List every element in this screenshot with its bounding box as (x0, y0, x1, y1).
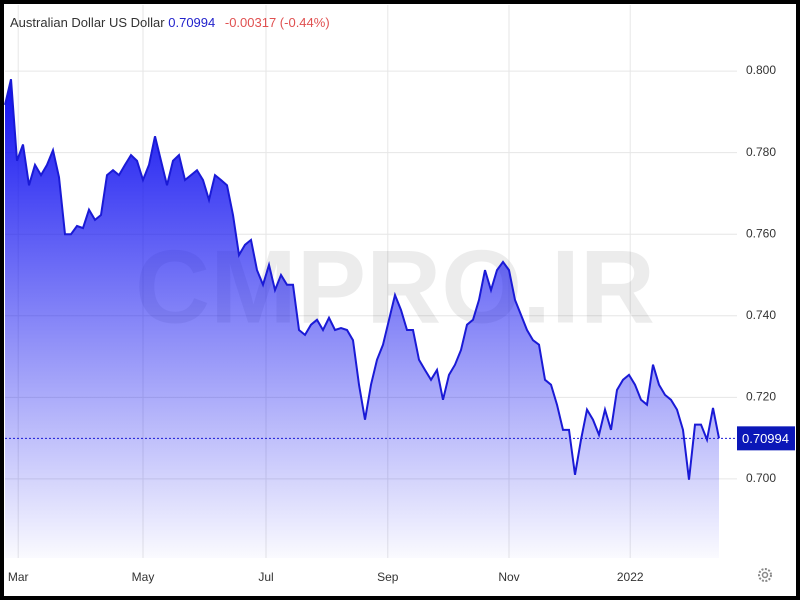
x-tick-label: May (132, 570, 155, 584)
price: 0.70994 (168, 15, 215, 30)
x-tick-label: Nov (498, 570, 519, 584)
last-price-box (737, 426, 795, 451)
x-tick-label: Sep (377, 570, 399, 584)
x-tick-label: Jul (258, 570, 273, 584)
price-line (4, 78, 720, 480)
y-tick-label: 0.760 (746, 226, 776, 240)
y-tick-label: 0.700 (746, 471, 776, 485)
settings-icon[interactable] (758, 568, 772, 582)
y-tick-label: 0.740 (746, 308, 776, 322)
last-price-label: 0.70994 (742, 431, 789, 446)
symbol-name: Australian Dollar US Dollar (10, 15, 165, 30)
y-tick-label: 0.780 (746, 145, 776, 159)
y-tick-label: 0.720 (746, 389, 776, 403)
x-tick-label: Mar (8, 570, 29, 584)
y-tick-label: 0.800 (746, 63, 776, 77)
change: -0.00317 (-0.44%) (225, 15, 330, 30)
x-tick-label: 2022 (617, 570, 644, 584)
area-fill (5, 79, 719, 558)
chart-title: Australian Dollar US Dollar 0.70994 -0.0… (10, 15, 330, 30)
